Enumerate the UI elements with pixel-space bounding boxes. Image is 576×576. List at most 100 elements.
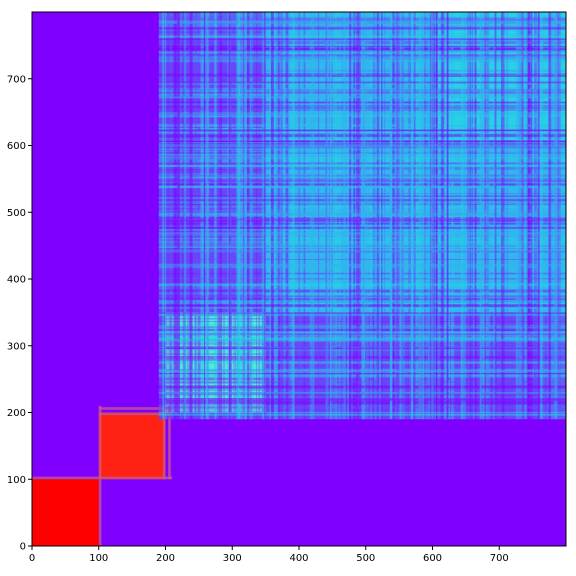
stripe-vertical [357, 12, 360, 420]
heatmap-block-5 [432, 12, 566, 146]
stripe-horizontal [158, 250, 566, 253]
stripe-vertical [558, 12, 561, 420]
stripe-horizontal [158, 50, 566, 54]
stripe-vertical [429, 12, 431, 420]
stripe-horizontal [158, 209, 566, 213]
stripe-horizontal [158, 412, 566, 414]
y-axis: 0 100 200 300 400 500 600 700 [7, 74, 32, 553]
stripe-vertical [189, 12, 193, 420]
block-edge-1 [32, 476, 173, 480]
stripe-horizontal [158, 114, 566, 117]
y-tick-label: 200 [7, 408, 26, 419]
stripe-horizontal [158, 402, 566, 406]
stripe-horizontal [158, 246, 566, 248]
stripe-horizontal [158, 346, 566, 349]
stripe-horizontal [158, 38, 566, 40]
stripe-horizontal [158, 34, 566, 38]
stripe-vertical [413, 12, 416, 420]
plot-area [32, 12, 566, 546]
stripe-horizontal [158, 143, 566, 147]
stripe-vertical [431, 12, 435, 420]
stripe-horizontal [158, 380, 566, 384]
stripe-vertical [557, 12, 559, 420]
stripe-vertical [536, 12, 539, 420]
stripe-vertical [494, 12, 497, 420]
stripe-horizontal [158, 332, 566, 336]
stripe-horizontal [158, 156, 566, 160]
stripe-horizontal [158, 339, 566, 342]
block-edge-2 [162, 405, 166, 480]
stripe-vertical [482, 12, 485, 420]
stripe-horizontal [158, 263, 566, 267]
stripe-horizontal [158, 93, 566, 96]
stripe-vertical [539, 12, 543, 420]
stripe-horizontal [158, 17, 566, 20]
stripe-vertical [418, 12, 422, 420]
stripe-vertical [343, 12, 347, 420]
stripe-horizontal [158, 200, 566, 202]
stripe-horizontal [158, 233, 566, 236]
stripe-horizontal [158, 162, 566, 165]
stripe-horizontal [158, 231, 566, 235]
stripe-vertical [177, 12, 180, 420]
stripe-vertical [377, 12, 380, 420]
x-tick-label: 0 [29, 553, 35, 564]
x-tick-label: 400 [289, 553, 308, 564]
stripe-horizontal [158, 140, 566, 142]
y-tick-label: 600 [7, 141, 26, 152]
stripe-horizontal [158, 24, 566, 27]
stripe-horizontal [158, 58, 566, 60]
stripe-horizontal [158, 96, 566, 99]
stripe-horizontal [158, 283, 566, 286]
stripe-vertical [541, 12, 543, 420]
stripe-horizontal [158, 95, 566, 97]
stripe-vertical [411, 12, 414, 420]
stripe-horizontal [158, 330, 566, 334]
stripe-horizontal [158, 39, 566, 42]
stripe-vertical [395, 12, 398, 420]
stripe-vertical [435, 12, 437, 420]
stripe-horizontal [158, 370, 566, 373]
stripe-horizontal [158, 59, 566, 63]
y-tick-label: 500 [7, 208, 26, 219]
stripe-vertical [298, 12, 301, 420]
stripe-vertical [437, 12, 440, 420]
y-tick-label: 300 [7, 341, 26, 352]
stripe-horizontal [158, 76, 566, 78]
stripe-vertical [351, 12, 353, 420]
stripe-horizontal [158, 144, 566, 147]
stripe-vertical [518, 12, 520, 420]
stripe-horizontal [158, 54, 566, 56]
stripe-vertical [325, 12, 328, 420]
stripe-vertical [548, 12, 551, 420]
stripe-vertical [551, 12, 554, 420]
stripe-vertical [182, 12, 186, 420]
stripe-horizontal [158, 361, 566, 364]
stripe-horizontal [158, 327, 566, 329]
stripe-vertical [236, 12, 239, 420]
stripe-horizontal [158, 141, 566, 143]
stripe-vertical [241, 12, 244, 420]
stripe-horizontal [158, 358, 566, 361]
stripe-horizontal [158, 198, 566, 201]
stripe-horizontal [158, 196, 566, 200]
stripe-horizontal [158, 241, 566, 244]
stripe-horizontal [158, 226, 566, 229]
heatmap-stripes [158, 12, 566, 420]
y-tick-label: 400 [7, 275, 26, 286]
block-edge-4 [168, 405, 171, 480]
stripe-horizontal [158, 289, 566, 291]
block-edge-5 [98, 407, 173, 410]
stripe-horizontal [158, 347, 566, 349]
stripe-vertical [229, 12, 232, 420]
stripe-horizontal [158, 212, 566, 214]
stripe-vertical [159, 12, 162, 420]
stripe-horizontal [158, 20, 566, 24]
stripe-horizontal [158, 27, 566, 30]
stripe-horizontal [158, 218, 566, 221]
stripe-horizontal [158, 147, 566, 149]
stripe-horizontal [158, 407, 566, 409]
stripe-vertical [347, 12, 349, 420]
stripe-vertical [431, 12, 434, 420]
stripe-horizontal [158, 312, 566, 316]
